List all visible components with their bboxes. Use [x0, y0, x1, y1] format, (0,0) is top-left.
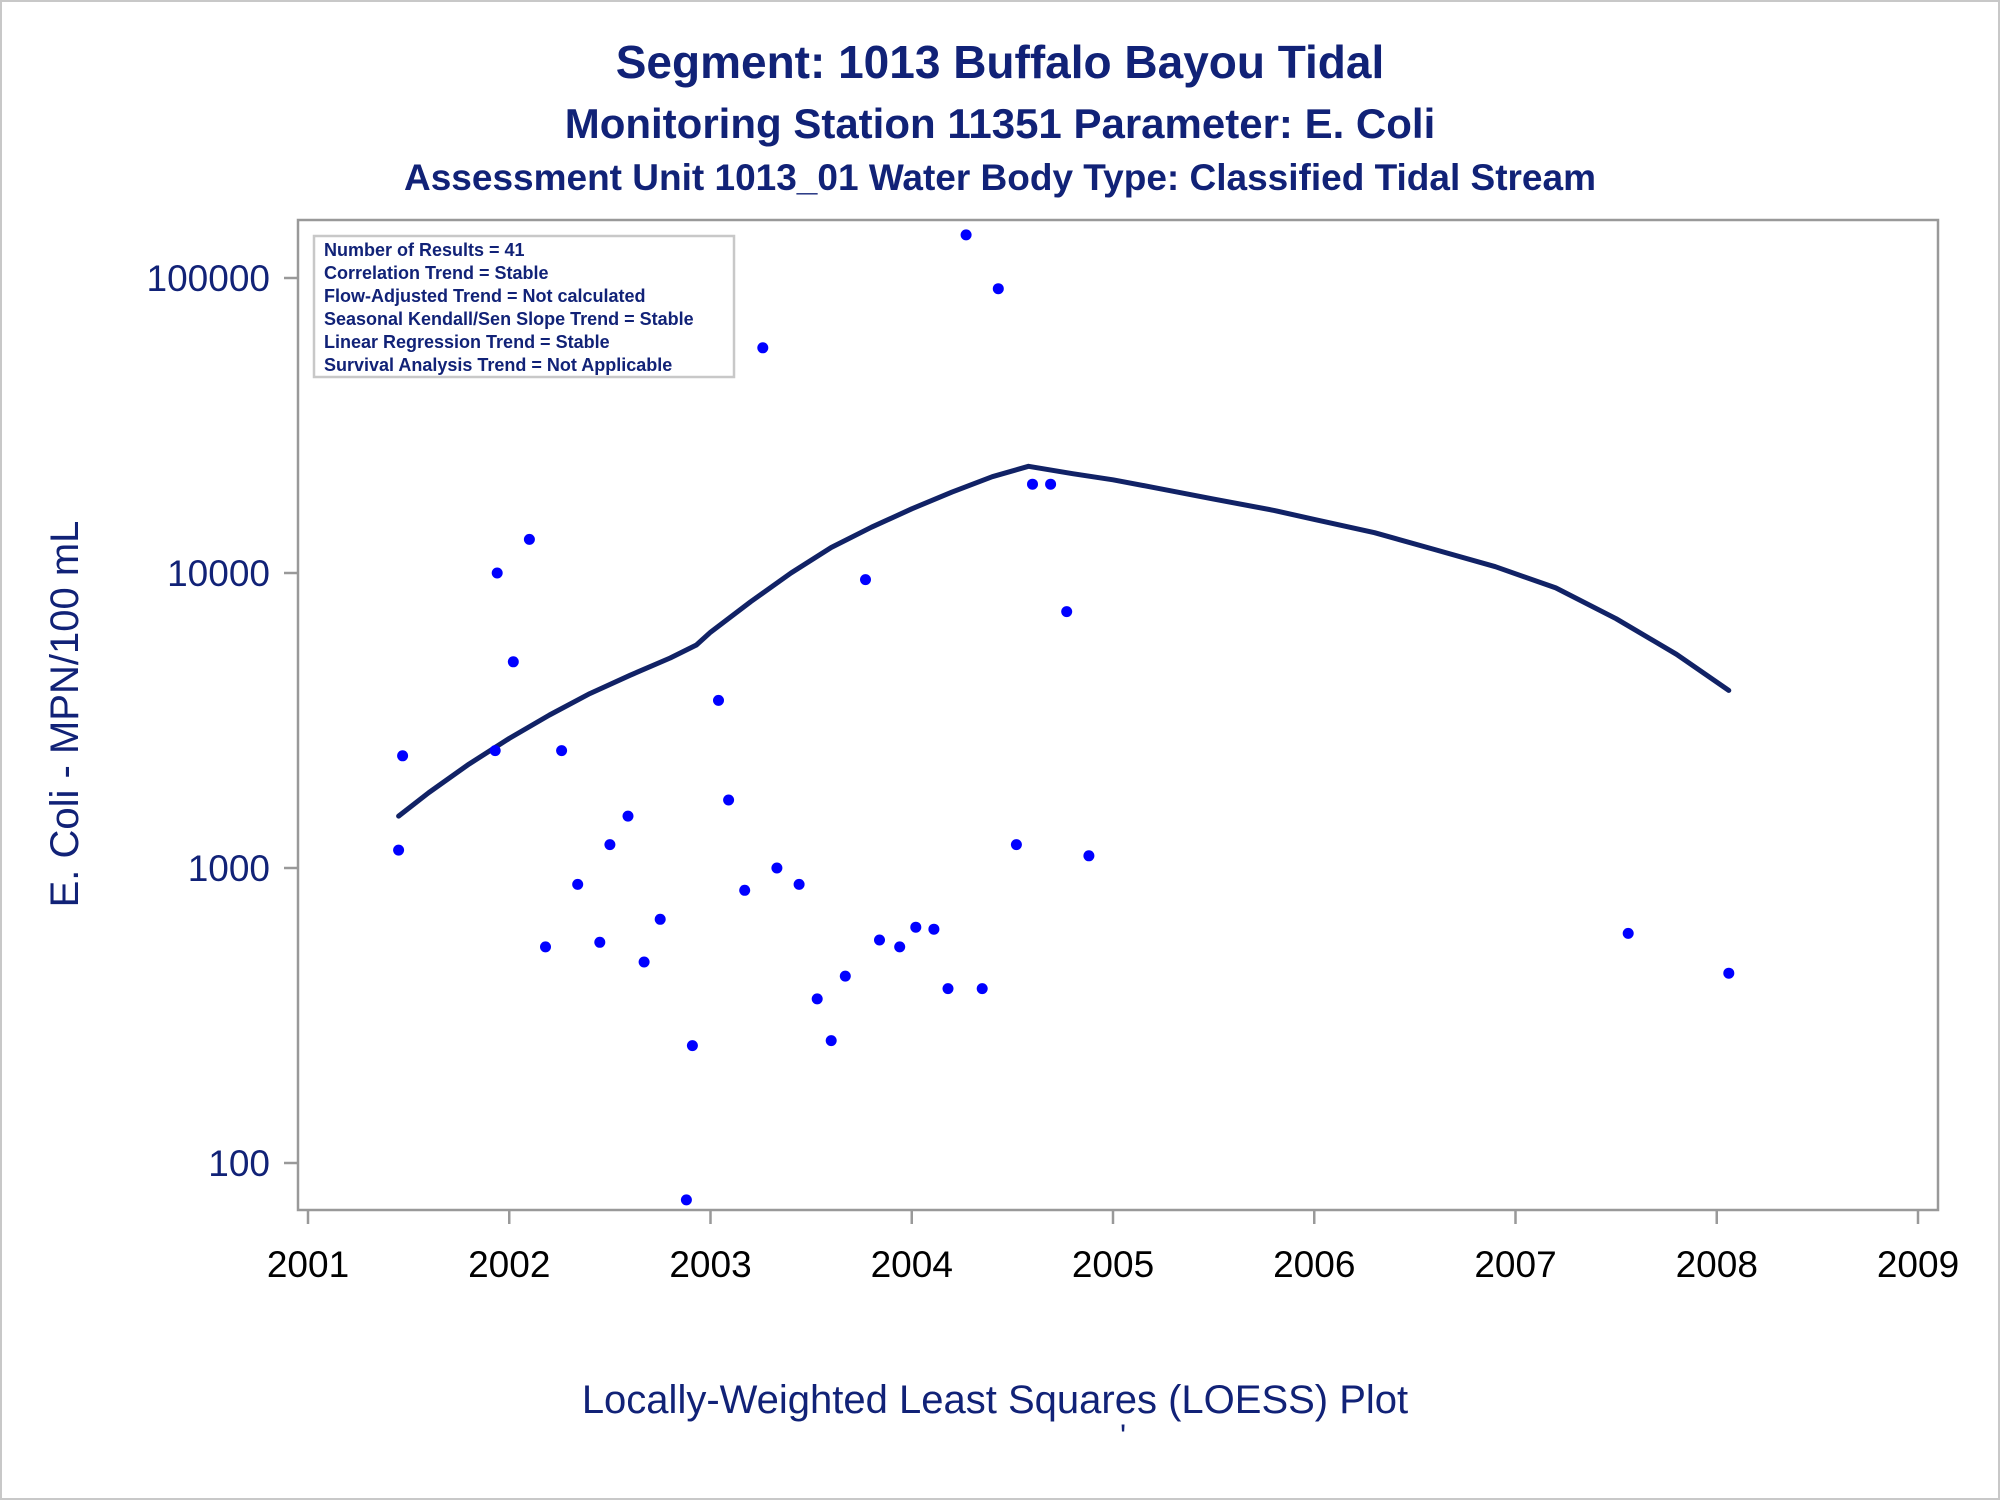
y-tick-label-3: 100000 [147, 258, 270, 299]
data-point-15 [686, 1040, 698, 1052]
data-point-31 [960, 229, 972, 241]
chart-subtitle: Monitoring Station 11351 Parameter: E. C… [565, 100, 1436, 147]
x-axis: 2001 2002 2003 2004 2005 2006 2007 2008 2009 [267, 1210, 1959, 1285]
stat-seasonal-kendall-trend: Seasonal Kendall/Sen Slope Trend = Stabl… [324, 309, 694, 329]
data-points-group [393, 229, 1735, 1206]
data-point-12 [638, 956, 650, 968]
data-point-26 [874, 934, 885, 946]
y-axis-label: E. Coli - MPN/100 mL [43, 521, 87, 908]
data-point-35 [1027, 478, 1038, 490]
x-tick-label-3: 2004 [871, 1244, 953, 1285]
stat-linear-regression-trend: Linear Regression Trend = Stable [324, 332, 610, 352]
data-point-1 [397, 750, 409, 762]
chart-subtitle-2: Assessment Unit 1013_01 Water Body Type:… [404, 157, 1596, 198]
stats-box: Number of Results = 41 Correlation Trend… [312, 234, 736, 379]
data-point-8 [572, 878, 584, 890]
footnote: ' [1120, 1418, 1126, 1454]
x-tick-label-7: 2008 [1676, 1244, 1758, 1285]
x-tick-label-4: 2005 [1072, 1244, 1154, 1285]
data-point-29 [928, 923, 940, 935]
y-tick-label-2: 10000 [167, 553, 270, 594]
x-tick-label-5: 2006 [1273, 1244, 1355, 1285]
stat-survival-analysis-trend: Survival Analysis Trend = Not Applicable [324, 355, 672, 375]
loess-line [396, 463, 1732, 819]
plot-area [296, 218, 1940, 1212]
x-tick-label-0: 2001 [267, 1244, 349, 1285]
data-point-23 [825, 1035, 837, 1047]
data-point-17 [723, 794, 735, 806]
data-point-4 [507, 656, 519, 668]
x-tick-label-1: 2002 [468, 1244, 550, 1285]
data-point-32 [976, 983, 988, 995]
data-point-22 [811, 993, 823, 1005]
data-point-40 [1723, 967, 1735, 979]
stat-number-of-results: Number of Results = 41 [324, 240, 525, 260]
x-tick-label-2: 2003 [669, 1244, 751, 1285]
data-point-33 [992, 283, 1004, 295]
data-point-16 [713, 694, 724, 706]
data-point-24 [839, 970, 851, 982]
data-point-0 [393, 844, 405, 856]
data-point-3 [491, 567, 503, 579]
loess-curve-group [396, 463, 1732, 819]
y-tick-label-0: 100 [208, 1143, 270, 1184]
data-point-38 [1083, 850, 1095, 862]
x-axis-label: Locally-Weighted Least Squares (LOESS) P… [582, 1378, 1408, 1422]
x-tick-label-6: 2007 [1474, 1244, 1556, 1285]
data-point-34 [1010, 839, 1022, 851]
x-tick-label-8: 2009 [1877, 1244, 1959, 1285]
stat-flow-adjusted-trend: Flow-Adjusted Trend = Not calculated [324, 286, 646, 306]
stats-box-border [312, 234, 736, 379]
data-point-25 [860, 574, 871, 586]
data-point-2 [489, 745, 501, 757]
data-point-7 [556, 745, 568, 757]
data-point-28 [910, 921, 922, 933]
data-point-11 [622, 810, 634, 822]
data-point-30 [942, 983, 954, 995]
y-tick-label-1: 1000 [188, 848, 270, 889]
data-point-5 [523, 533, 535, 545]
data-point-9 [594, 936, 606, 948]
data-point-6 [540, 941, 551, 953]
data-point-13 [654, 913, 666, 925]
data-point-37 [1061, 606, 1073, 618]
y-axis: 100 1000 10000 100000 [147, 258, 298, 1184]
data-point-14 [680, 1194, 692, 1206]
chart-title: Segment: 1013 Buffalo Bayou Tidal [616, 36, 1385, 88]
data-point-19 [757, 342, 769, 354]
data-point-27 [894, 941, 906, 953]
data-point-36 [1045, 478, 1057, 490]
data-point-39 [1622, 927, 1634, 939]
data-point-21 [793, 878, 805, 890]
data-point-18 [739, 884, 751, 896]
stat-correlation-trend: Correlation Trend = Stable [324, 263, 549, 283]
data-point-20 [771, 862, 783, 874]
data-point-10 [604, 839, 616, 851]
